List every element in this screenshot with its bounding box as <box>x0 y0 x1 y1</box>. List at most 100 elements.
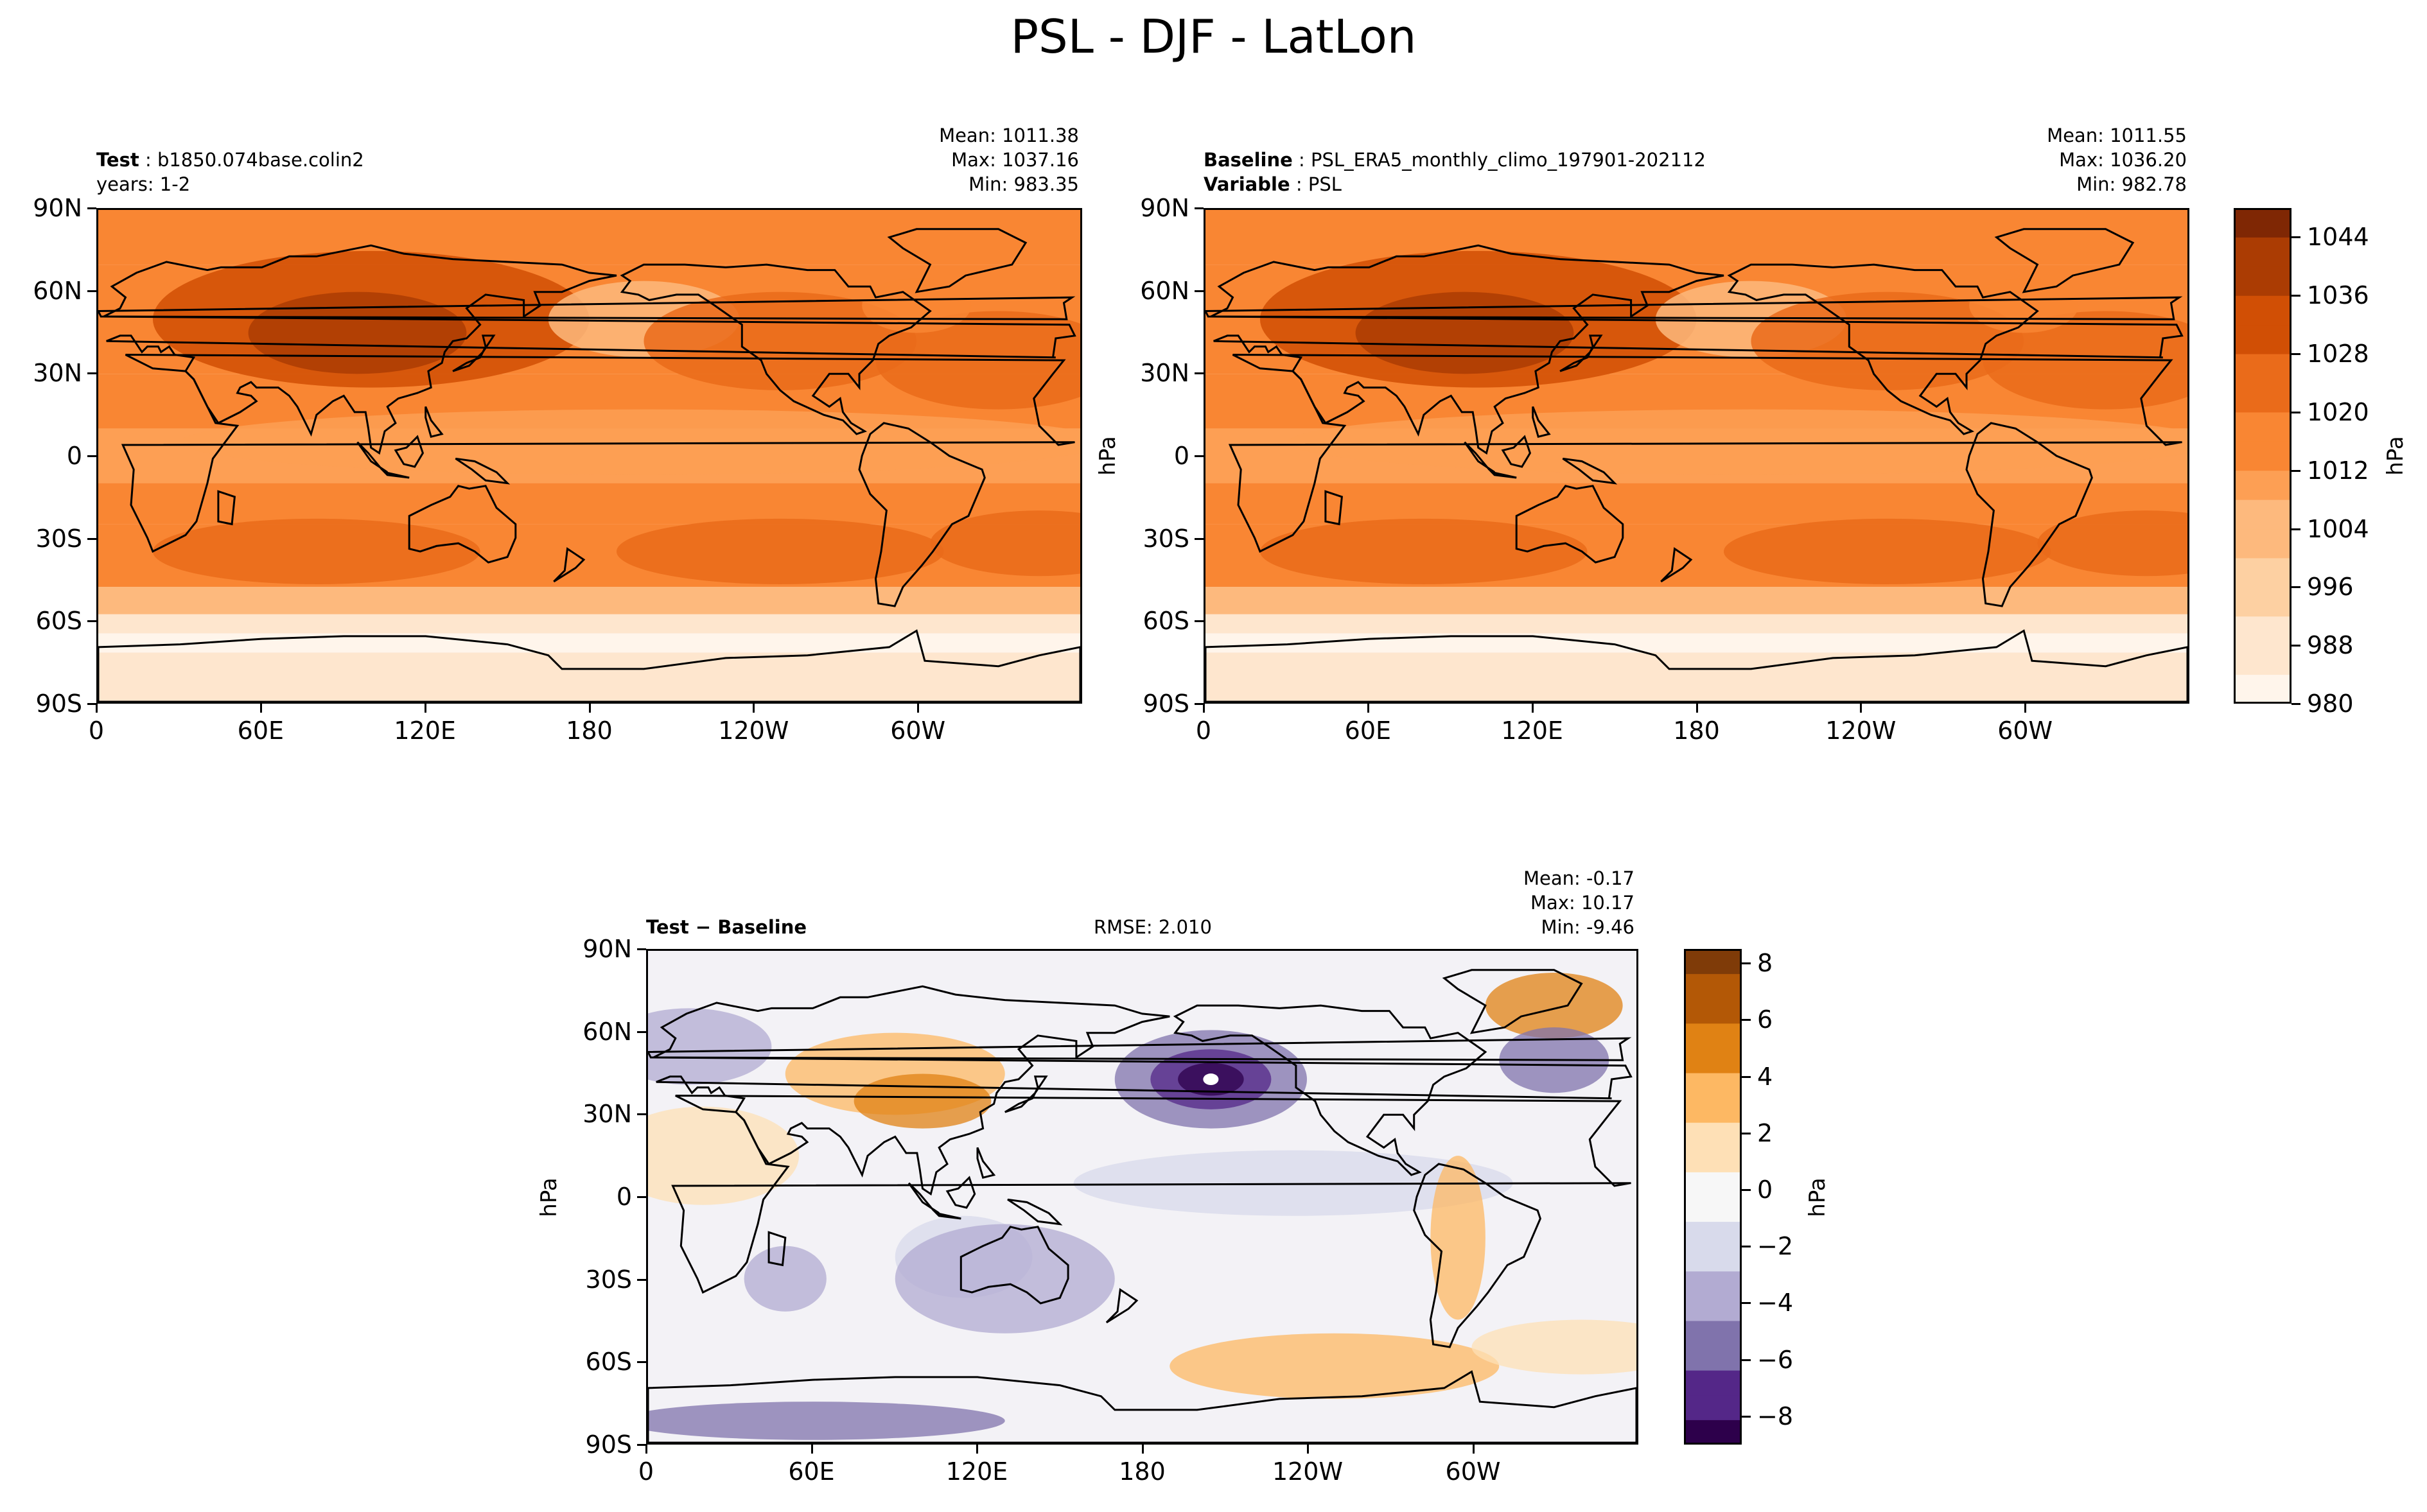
lat-tick-label: 90S <box>1143 690 1189 718</box>
lat-tick-mark <box>637 1444 646 1446</box>
lon-tick-label: 120E <box>394 717 456 745</box>
lat-tick-mark <box>637 1278 646 1281</box>
colorbar-segment <box>2235 645 2290 675</box>
lat-tick-label: 90N <box>583 935 632 963</box>
colorbar-segment <box>1685 1221 1740 1247</box>
coastline-newguinea <box>1562 457 1618 485</box>
colorbar-tick-mark <box>1742 1302 1751 1305</box>
field-band <box>1205 633 2187 653</box>
coastline-africa <box>671 1095 1631 1294</box>
lon-tick-mark <box>917 704 920 713</box>
field-band <box>98 210 1080 265</box>
lat-tick-label: 60S <box>1143 607 1189 636</box>
colorbar-diff-label: hPa <box>1805 1177 1830 1217</box>
baseline-map-field <box>1205 210 2187 702</box>
baseline-variable-bold: Variable <box>1204 173 1290 195</box>
diff-blob <box>648 1106 800 1205</box>
baseline-label-text: PSL_ERA5_monthly_climo_197901-202112 <box>1311 149 1706 171</box>
colorbar-segment <box>1685 949 1740 975</box>
colorbar-segment <box>2235 587 2290 617</box>
diff-rmse: RMSE: 2.010 <box>1094 916 1212 938</box>
label-sep: : <box>139 149 157 171</box>
lon-tick-mark <box>1695 704 1698 713</box>
diff-blob <box>1430 1156 1485 1320</box>
baseline-stat-max: Max: 1036.20 <box>2059 149 2187 171</box>
lat-tick-mark <box>1195 703 1204 705</box>
colorbar-segment <box>2235 354 2290 383</box>
coastline-nz <box>1660 547 1693 583</box>
coastline-eurasia <box>653 985 1633 1196</box>
lat-tick-label: 0 <box>616 1183 632 1211</box>
field-blob <box>1355 291 1574 374</box>
lon-tick-label: 60W <box>1445 1457 1501 1486</box>
field-band <box>98 633 1080 653</box>
lon-tick-mark <box>259 704 262 713</box>
coastline-sumatra <box>356 441 389 473</box>
colorbar-segment <box>1685 973 1740 999</box>
coastline-africa <box>121 354 1075 553</box>
lon-tick-mark <box>424 704 426 713</box>
colorbar-segment <box>2235 295 2290 326</box>
lon-tick-label: 120E <box>945 1457 1008 1486</box>
lat-tick-label: 90S <box>585 1430 632 1459</box>
coastline-japan <box>1559 335 1603 372</box>
colorbar-tick-mark <box>1742 1246 1751 1248</box>
colorbar-tick-label: 1004 <box>2307 514 2369 543</box>
lon-tick-mark <box>810 1445 813 1454</box>
lon-tick-label: 60E <box>788 1457 835 1486</box>
lat-tick-label: 60S <box>35 607 82 636</box>
lon-tick-mark <box>1367 704 1369 713</box>
colorbar-segment <box>2235 616 2290 646</box>
figure-title: PSL - DJF - LatLon <box>1010 10 1417 64</box>
colorbar-segment <box>2235 266 2290 296</box>
lat-tick-label: 60N <box>1140 276 1189 305</box>
lat-tick-label: 90N <box>33 194 82 222</box>
test-label: Test : b1850.074base.colin2 <box>96 148 364 172</box>
diff-map <box>646 949 1638 1445</box>
colorbar-tick-mark <box>2291 353 2300 356</box>
test-stat-min: Min: 983.35 <box>968 173 1079 195</box>
diff-label-text: Test − Baseline <box>646 916 807 938</box>
coastline-nz <box>1105 1288 1139 1324</box>
colorbar-segment <box>1685 1296 1740 1321</box>
diff-stat-min: Min: -9.46 <box>1541 916 1634 938</box>
colorbar-segment <box>1685 1147 1740 1172</box>
coastline-newguinea <box>1007 1198 1063 1226</box>
colorbar-segment <box>1685 1172 1740 1197</box>
coastline-madagascar <box>1324 490 1344 526</box>
lat-tick-label: 30S <box>585 1265 632 1294</box>
colorbar-segment <box>1685 1097 1740 1123</box>
diff-map-field <box>648 951 1636 1443</box>
test-stat-max: Max: 1037.16 <box>951 149 1079 171</box>
lon-tick-label: 120W <box>1272 1457 1344 1486</box>
coastline-java <box>933 1211 961 1220</box>
colorbar-segment <box>1685 1197 1740 1222</box>
lat-tick-mark <box>637 1113 646 1116</box>
colorbar-top-label: hPa <box>2383 436 2408 476</box>
diff-blob <box>648 1008 772 1085</box>
diff-ylabel: hPa <box>536 1177 562 1217</box>
lon-tick-label: 180 <box>1673 717 1720 745</box>
lat-tick-mark <box>87 537 96 540</box>
diff-blob <box>854 1073 992 1129</box>
coastline-newguinea <box>455 457 511 485</box>
field-band <box>1205 587 2187 614</box>
lon-tick-label: 60W <box>1997 717 2053 745</box>
field-blob <box>152 518 480 585</box>
colorbar-tick-mark <box>1742 1019 1751 1021</box>
coastline-borneo <box>945 1176 976 1209</box>
colorbar-segment <box>1685 1246 1740 1272</box>
baseline-stat-mean: Mean: 1011.55 <box>2047 125 2187 146</box>
lat-tick-mark <box>637 1361 646 1364</box>
lon-tick-label: 60E <box>1344 717 1392 745</box>
coastline-greenland <box>887 228 1028 293</box>
lon-tick-mark <box>1860 704 1862 713</box>
field-band <box>98 652 1080 702</box>
lat-tick-label: 90N <box>1140 194 1189 222</box>
colorbar-tick-label: 0 <box>1757 1175 1773 1204</box>
test-years: years: 1-2 <box>96 173 191 195</box>
colorbar-segment <box>2235 208 2290 238</box>
colorbar-segment <box>1685 1370 1740 1396</box>
coastline-borneo <box>1501 435 1532 468</box>
diff-blob <box>1471 1319 1636 1375</box>
